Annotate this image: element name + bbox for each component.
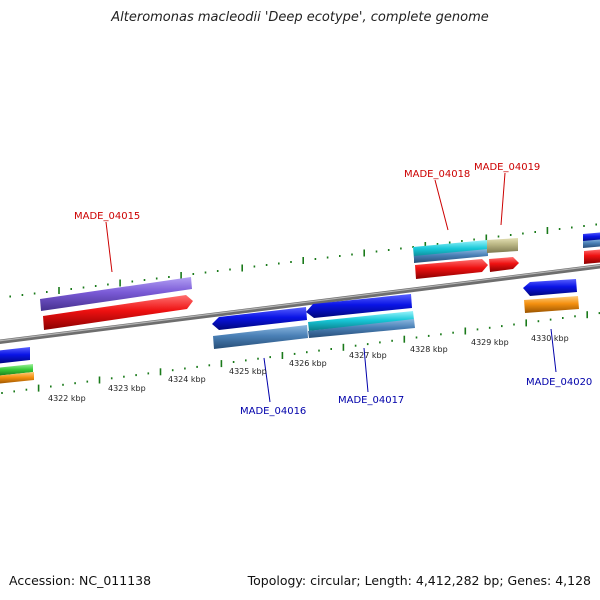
label-made-04018: MADE_04018 (404, 169, 470, 180)
tick-label-4324: 4324 kbp (168, 375, 206, 384)
genes (0, 232, 600, 384)
gene-red-forward-3 (489, 257, 519, 272)
gene-made-04017 (308, 311, 414, 331)
gene-blue-reverse-1 (212, 307, 307, 330)
gene-steel-right-partial (583, 239, 600, 248)
gene-blue-reverse-3 (523, 279, 577, 296)
label-made-04015: MADE_04015 (74, 211, 140, 222)
gene-made-04016 (213, 325, 308, 349)
ruler-upper (9, 223, 598, 298)
map-title: Alteromonas macleodii 'Deep ecotype', co… (111, 10, 489, 25)
gene-green-left-partial (0, 364, 33, 376)
tick-label-4329: 4329 kbp (471, 338, 509, 347)
gene-made-04015 (40, 277, 192, 311)
tick-label-4326: 4326 kbp (289, 359, 327, 368)
tick-label-4327: 4327 kbp (349, 351, 387, 360)
gene-blue-left-partial (0, 347, 30, 364)
gene-blue-reverse-2 (306, 294, 412, 318)
tick-label-4325: 4325 kbp (229, 367, 267, 376)
label-made-04020: MADE_04020 (526, 377, 592, 388)
label-made-04017: MADE_04017 (338, 395, 404, 406)
gene-red-forward-1 (43, 295, 193, 330)
gene-blue-right-partial (583, 232, 600, 242)
gene-orange-left-partial (0, 372, 34, 384)
label-made-04016: MADE_04016 (240, 406, 306, 417)
tick-label-4323: 4323 kbp (108, 384, 146, 393)
gene-steel-2 (308, 319, 415, 338)
ruler-lower (1, 311, 600, 394)
tick-label-4328: 4328 kbp (410, 345, 448, 354)
label-made-04019: MADE_04019 (474, 162, 540, 173)
gene-made-04019 (487, 238, 518, 253)
gene-steel-3 (414, 249, 488, 263)
label-leaders (105, 172, 557, 403)
genome-backbone (0, 263, 600, 345)
genome-summary-text: Topology: circular; Length: 4,412,282 bp… (247, 573, 591, 588)
accession-text: Accession: NC_011138 (9, 573, 152, 588)
gene-made-04020 (524, 296, 579, 313)
gene-made-04018 (413, 240, 488, 259)
tick-label-4330: 4330 kbp (531, 334, 569, 343)
gene-red-forward-2 (415, 259, 488, 279)
gene-red-right-partial (584, 249, 600, 264)
tick-label-4322: 4322 kbp (48, 394, 86, 403)
